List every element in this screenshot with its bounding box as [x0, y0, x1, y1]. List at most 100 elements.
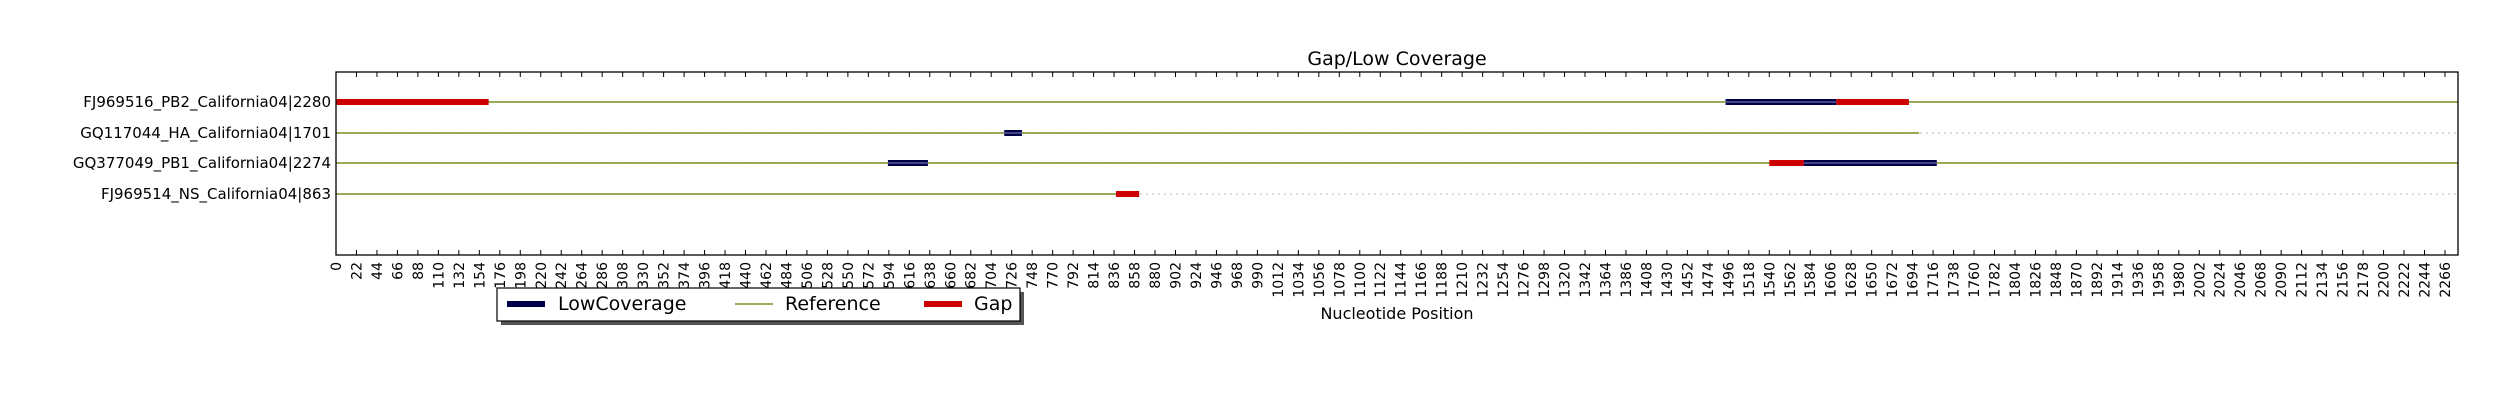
x-tick-label: 902: [1168, 262, 1184, 289]
x-tick-label: 2200: [2377, 262, 2393, 298]
x-tick-label: 44: [370, 262, 386, 280]
x-tick-label: 1870: [2069, 262, 2085, 298]
x-tick-label: 2222: [2397, 262, 2413, 298]
gap-bar: [1115, 191, 1140, 197]
x-tick-label: 1716: [1926, 262, 1942, 298]
x-tick-label: 132: [452, 262, 468, 289]
x-tick-label: 1232: [1476, 262, 1492, 298]
x-tick-label: 1034: [1291, 262, 1307, 298]
x-tick-label: 1188: [1435, 262, 1451, 298]
x-tick-label: 2156: [2336, 262, 2352, 298]
chart-title: Gap/Low Coverage: [1307, 48, 1486, 70]
x-tick-label: 308: [616, 262, 632, 289]
legend-items: LowCoverage Reference Gap: [507, 293, 1012, 315]
x-tick-label: 1672: [1885, 262, 1901, 298]
x-tick-label: 396: [698, 262, 714, 289]
x-tick-label: 1804: [2008, 262, 2024, 298]
x-tick-label: 814: [1087, 262, 1103, 289]
x-tick-label: 1276: [1517, 262, 1533, 298]
x-tick-label: 1958: [2151, 262, 2167, 298]
x-tick-label: 1320: [1558, 262, 1574, 298]
plot-area-frame: [335, 71, 2459, 256]
x-tick-label: 616: [902, 262, 918, 289]
x-tick-label: 748: [1025, 262, 1041, 289]
x-tick-label: 1430: [1660, 262, 1676, 298]
legend: LowCoverage Reference Gap: [496, 287, 1024, 325]
legend-label: Reference: [785, 293, 881, 315]
x-tick-label: 1166: [1414, 262, 1430, 298]
x-tick-label: 1210: [1455, 262, 1471, 298]
x-tick-label: 264: [575, 262, 591, 289]
x-tick-label: 682: [964, 262, 980, 289]
x-tick-label: 660: [943, 262, 959, 289]
x-tick-label: 22: [349, 262, 365, 280]
x-tick-label: 286: [595, 262, 611, 289]
x-tick-label: 2090: [2274, 262, 2290, 298]
legend-label: LowCoverage: [558, 293, 686, 315]
x-tick-label: 1122: [1373, 262, 1389, 298]
x-tick-label: 1848: [2049, 262, 2065, 298]
chart-rows: [336, 99, 2458, 197]
x-tick-label: 176: [493, 262, 509, 289]
x-tick-label: 88: [411, 262, 427, 280]
x-tick-label: 352: [657, 262, 673, 289]
x-tick-label: 418: [718, 262, 734, 289]
x-tick-label: 1584: [1803, 262, 1819, 298]
x-tick-label: 726: [1005, 262, 1021, 289]
x-tick-label: 924: [1189, 262, 1205, 289]
x-tick-label: 2002: [2192, 262, 2208, 298]
x-tick-label: 1628: [1844, 262, 1860, 298]
x-tick-label: 1738: [1947, 262, 1963, 298]
x-tick-label: 1452: [1680, 262, 1696, 298]
x-tick-label: 704: [984, 262, 1000, 289]
y-axis-label: FJ969516_PB2_California04|2280: [83, 93, 331, 112]
x-axis-ticks: 0 22 44 66 88 110 132 154 176 198 220 242 264 286 308 3…: [329, 72, 2454, 298]
x-tick-label: 1694: [1906, 262, 1922, 298]
legend-label: Gap: [974, 293, 1012, 315]
x-tick-label: 990: [1250, 262, 1266, 289]
x-tick-label: 1254: [1496, 262, 1512, 298]
x-tick-label: 858: [1128, 262, 1144, 289]
x-tick-label: 1518: [1742, 262, 1758, 298]
x-tick-label: 770: [1046, 262, 1062, 289]
x-tick-label: 792: [1066, 262, 1082, 289]
x-tick-label: 594: [882, 262, 898, 289]
x-tick-label: 1056: [1312, 262, 1328, 298]
x-tick-label: 1474: [1701, 262, 1717, 298]
x-tick-label: 506: [800, 262, 816, 289]
x-tick-label: 1496: [1721, 262, 1737, 298]
x-tick-label: 242: [554, 262, 570, 289]
gap-bar: [1769, 160, 1804, 166]
y-axis-label: FJ969514_NS_California04|863: [101, 185, 331, 204]
x-tick-label: 550: [841, 262, 857, 289]
x-tick-label: 1012: [1271, 262, 1287, 298]
x-tick-label: 374: [677, 262, 693, 289]
x-tick-label: 462: [759, 262, 775, 289]
x-tick-label: 1298: [1537, 262, 1553, 298]
x-tick-label: 440: [739, 262, 755, 289]
x-tick-label: 220: [534, 262, 550, 289]
y-axis-label: GQ117044_HA_California04|1701: [80, 124, 331, 143]
x-tick-label: 66: [390, 262, 406, 280]
x-tick-label: 1408: [1639, 262, 1655, 298]
x-tick-label: 1342: [1578, 262, 1594, 298]
x-tick-label: 198: [513, 262, 529, 289]
gap-bar: [336, 99, 489, 105]
x-tick-label: 2024: [2213, 262, 2229, 298]
x-tick-label: 1650: [1865, 262, 1881, 298]
x-tick-label: 1386: [1619, 262, 1635, 298]
gap-bar: [1836, 99, 1909, 105]
x-tick-label: 1980: [2172, 262, 2188, 298]
x-tick-label: 946: [1209, 262, 1225, 289]
x-axis-label: Nucleotide Position: [1320, 304, 1473, 323]
x-tick-label: 2266: [2438, 262, 2454, 298]
x-tick-label: 880: [1148, 262, 1164, 289]
x-tick-label: 0: [329, 262, 345, 271]
x-tick-label: 572: [861, 262, 877, 289]
x-tick-label: 528: [820, 262, 836, 289]
x-tick-label: 1914: [2110, 262, 2126, 298]
x-tick-label: 1782: [1988, 262, 2004, 298]
y-axis-labels: FJ969516_PB2_California04|2280 GQ117044_H…: [73, 93, 331, 204]
x-tick-label: 1562: [1783, 262, 1799, 298]
